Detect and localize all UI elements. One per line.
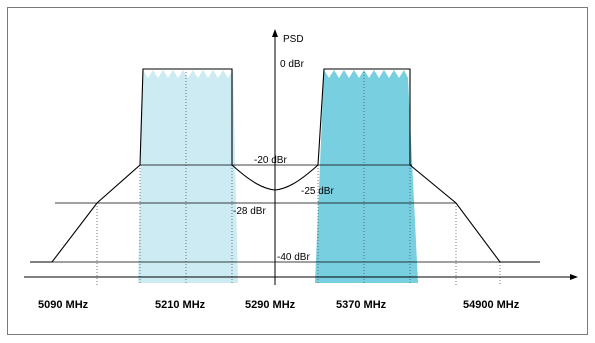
level-label-0: 0 dBr [280,59,305,70]
x-axis-arrow-icon [570,274,578,280]
freq-label-5090: 5090 MHz [38,299,89,311]
freq-label-5370: 5370 MHz [336,299,387,311]
left-channel-spectrum [138,70,238,283]
level-label-20: -20 dBr [254,155,287,166]
freq-label-54900: 54900 MHz [463,299,520,311]
level-label-28: -28 dBr [233,206,266,217]
diagram-frame [7,7,588,335]
dotted-grid [96,72,501,285]
y-axis-arrow-icon [272,29,278,37]
level-label-40: -40 dBr [277,252,310,263]
right-channel-spectrum [315,70,418,283]
level-label-25: -25 dBr [301,186,334,197]
freq-label-5210: 5210 MHz [155,299,206,311]
freq-label-5290: 5290 MHz [245,299,296,311]
psd-axis-label: PSD [283,34,304,45]
